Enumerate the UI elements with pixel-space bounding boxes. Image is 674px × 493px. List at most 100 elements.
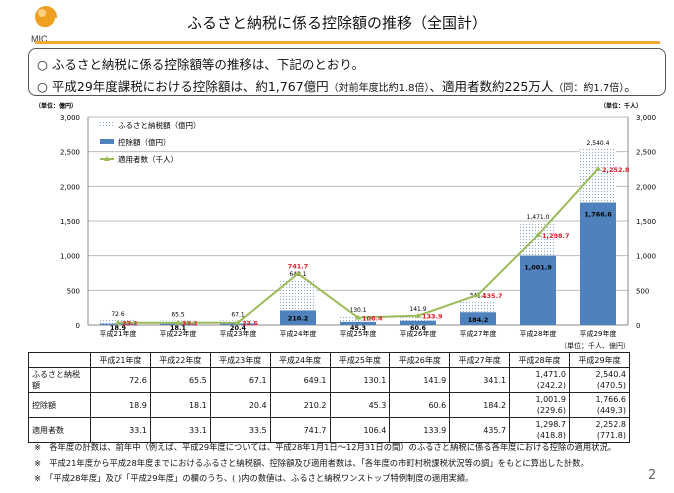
cell-value: 1,471.0 [535, 370, 566, 379]
title-underline [35, 41, 660, 44]
y-tick-right: 500 [636, 287, 649, 295]
users-point-icon [595, 165, 601, 171]
cell-onestop-value: (449.3) [596, 406, 626, 415]
cell-value: 60.6 [428, 400, 447, 410]
data-table: 平成21年度 平成22年度 平成23年度 平成24年度 平成25年度 平成26年度 平成27… [28, 352, 630, 443]
cell-value: 20.4 [248, 400, 267, 410]
table-cell: 72.6 [90, 367, 151, 393]
cell-value: 210.2 [303, 400, 327, 410]
users-label: 1,298.7 [542, 232, 570, 240]
users-point-icon [235, 319, 241, 325]
x-tick-label: 平成22年度 [160, 329, 197, 338]
summary-box: ○ ふるさと納税に係る控除額等の推移は、下記のとおり。 ○ 平成29年度課税にお… [28, 48, 666, 96]
column-header: 平成28年度 [509, 352, 570, 368]
furusato-amount-label: 67.1 [231, 311, 245, 318]
furusato-amount-label: 2,540.4 [587, 140, 610, 147]
legend-label: ふるさと納税額（億円） [118, 120, 201, 130]
table-cell: 341.1 [449, 367, 511, 393]
y-axis-right-label: （単位：千人） [600, 102, 642, 110]
y-tick-left: 2,000 [60, 183, 80, 191]
footnote: ※ 「平成28年度」及び「平成29年度」の欄のうち、( )内の数値は、ふるさと納… [34, 473, 474, 483]
x-tick-label: 平成23年度 [220, 329, 257, 338]
legend-triangle-icon [104, 156, 110, 161]
users-label: 33.5 [242, 320, 259, 328]
x-tick-label: 平成26年度 [400, 329, 437, 338]
furusato-amount-label: 130.1 [349, 307, 366, 314]
y-tick-right: 1,000 [636, 253, 656, 261]
deduction-bar [340, 321, 376, 325]
cell-value: 741.7 [303, 425, 327, 435]
table-cell: 20.4 [209, 392, 271, 418]
deduction-label: 1,001.9 [524, 264, 552, 272]
deduction-label: 1,766.6 [584, 211, 612, 219]
table-cell: 1,471.0 (242.2) [509, 367, 570, 393]
furusato-amount-bar [400, 315, 436, 325]
summary-line-1: ○ ふるさと納税に係る控除額等の推移は、下記のとおり。 [37, 54, 364, 73]
cell-value: 18.1 [188, 400, 207, 410]
table-cell: 18.1 [149, 392, 211, 418]
users-label: 741.7 [288, 263, 309, 271]
cell-onestop-value: (229.6) [536, 406, 566, 415]
users-point-icon [535, 231, 541, 237]
furusato-amount-bar [340, 315, 376, 325]
table-cell: 1,298.7 (418.8) [509, 417, 570, 443]
summary-text: 平成29年度課税における控除額は、約1,767億円 [51, 79, 329, 94]
table-cell: 1,766.6 (449.3) [569, 392, 630, 418]
table-cell: 130.1 [329, 367, 391, 393]
summary-line-2: ○ 平成29年度課税における控除額は、約1,767億円（対前年度比約1.8倍）、… [37, 76, 637, 95]
table-cell: 184.2 [449, 392, 511, 418]
cell-onestop-value: (242.2) [536, 381, 566, 390]
legend-label: 控除額（億円） [118, 137, 171, 147]
summary-note: （対前年度比約1.8倍） [328, 83, 430, 94]
cell-value: 2,540.4 [595, 370, 626, 379]
table-row: ふるさと納税額 72.6 65.5 67.1 649.1 130.1 141.9 341.1 1… [28, 367, 630, 393]
y-tick-left: 2,500 [60, 149, 80, 157]
deduction-bar [460, 312, 496, 325]
deduction-bar [280, 310, 316, 325]
table-cell: 2,540.4 (470.5) [569, 367, 630, 393]
y-tick-right: 2,000 [636, 183, 656, 191]
cell-onestop-value: (771.8) [596, 431, 626, 440]
table-cell: 2,252.8 (771.8) [569, 417, 630, 443]
cell-value: 33.1 [188, 425, 207, 435]
deduction-chart: （単位：億円） （単位：千人） 0 0 500 500 1,000 1,000 1,500 1,5… [35, 102, 656, 338]
column-header: 平成27年度 [449, 352, 511, 368]
summary-text: ふるさと納税に係る控除額等の推移は、下記のとおり。 [51, 57, 365, 72]
legend-bar-swatch [100, 139, 114, 144]
users-point-icon [415, 312, 421, 318]
page-number: 2 [648, 468, 657, 483]
cell-value: 2,252.8 [595, 420, 626, 429]
users-label: 33.1 [122, 320, 139, 328]
deduction-label: 18.9 [110, 324, 127, 332]
table-cell: 210.2 [269, 392, 331, 418]
cell-value: 65.5 [188, 375, 207, 385]
y-tick-left: 500 [67, 287, 80, 295]
column-header [28, 352, 91, 368]
users-point-icon [115, 319, 121, 325]
legend-label: 適用者数（千人） [118, 154, 178, 164]
summary-text: 。 [624, 79, 637, 94]
x-tick-label: 平成29年度 [580, 329, 617, 338]
users-label: 33.1 [182, 320, 199, 328]
deduction-label: 184.2 [468, 316, 489, 324]
cell-value: 649.1 [303, 375, 327, 385]
users-label: 435.7 [482, 292, 503, 300]
summary-note: （同：約1.7倍） [553, 83, 625, 94]
cell-value: 33.5 [248, 425, 267, 435]
table-cell: 1,001.9 (229.6) [509, 392, 570, 418]
deduction-label: 45.3 [350, 324, 366, 332]
summary-text: 、適用者数約225万人 [429, 79, 554, 94]
cell-value: 18.9 [129, 400, 147, 410]
cell-value: 1,298.7 [535, 420, 566, 429]
cell-value: 1,001.9 [535, 395, 566, 404]
cell-value: 130.1 [363, 375, 387, 385]
table-cell: 33.1 [149, 417, 211, 443]
users-point-icon [175, 319, 181, 325]
column-header: 平成26年度 [389, 352, 451, 368]
x-tick-label: 平成21年度 [100, 329, 137, 338]
cell-value: 72.6 [129, 375, 147, 385]
cell-value: 45.3 [368, 400, 387, 410]
column-header: 平成29年度 [569, 352, 630, 368]
cell-value: 106.4 [363, 425, 387, 435]
table-cell: 741.7 [269, 417, 331, 443]
